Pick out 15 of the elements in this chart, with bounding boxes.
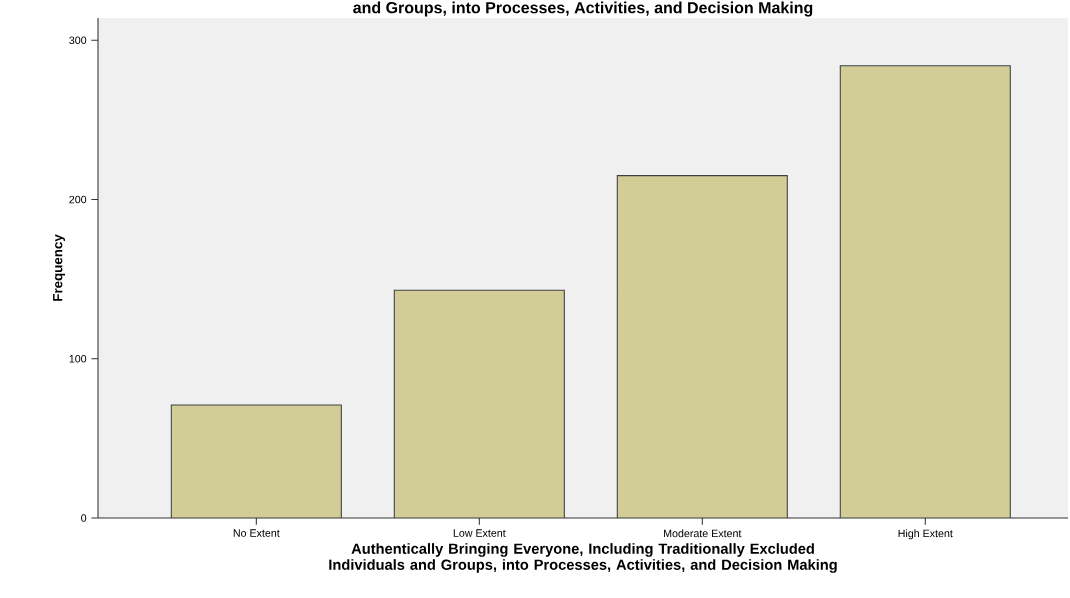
x-tick-label: High Extent <box>898 529 953 540</box>
y-axis-title: Frequency <box>53 234 66 301</box>
x-tick-label: Low Extent <box>453 529 506 537</box>
bar <box>839 65 1011 518</box>
x-tick-label: Moderate Extent <box>664 529 742 538</box>
x-tick-label: No Extent <box>233 529 280 537</box>
y-tick-label: 200 <box>69 195 87 204</box>
bar <box>616 175 788 518</box>
y-tick-label: 100 <box>69 354 87 363</box>
y-tick-label: 300 <box>69 36 87 45</box>
bar <box>393 289 565 518</box>
x-axis-title: Authentically Bringing Everyone, Including Traditionally Excluded Individuals and Groups, into Processes, Activities, and Decision Making <box>329 543 837 573</box>
chart-title: and Groups, into Processes, Activities, and Decision Making <box>353 1 813 17</box>
bar <box>170 404 342 518</box>
y-tick-label: 0 <box>81 514 87 522</box>
